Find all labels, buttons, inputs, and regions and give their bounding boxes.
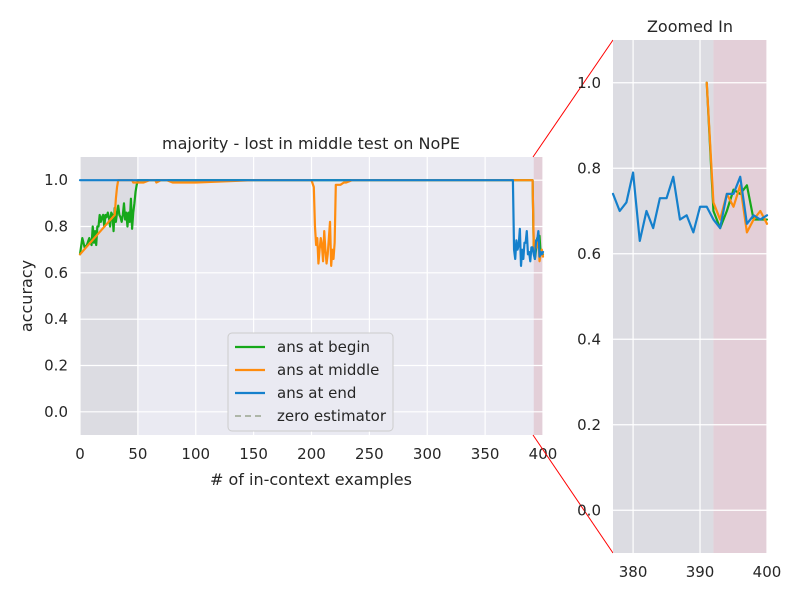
- main-y-tick-label: 0.6: [44, 264, 68, 282]
- zoom-y-tick-labels: 0.0 0.2 0.4 0.6 0.8 1.0: [577, 74, 601, 520]
- zoom-y-tick-label: 0.0: [577, 501, 601, 519]
- legend-label: zero estimator: [277, 407, 387, 425]
- main-y-tick-label: 0.0: [44, 403, 68, 421]
- zoom-y-tick-label: 0.4: [577, 330, 601, 348]
- zoom-series-line-ans-at-end: [611, 171, 769, 243]
- main-x-tick-labels: 0 50 100 150 200 250 300 350 400: [75, 445, 557, 463]
- main-x-tick-label: 0: [75, 445, 85, 463]
- zoom-series-line-ans-at-middle: [705, 81, 769, 234]
- zoom-shaded-regions: [613, 40, 767, 553]
- main-x-tick-label: 250: [355, 445, 384, 463]
- main-shaded-region-1: [533, 157, 543, 435]
- main-series-lines: [78, 179, 545, 267]
- main-shaded-region-0: [80, 157, 138, 435]
- main-x-tick-label: 200: [297, 445, 326, 463]
- legend-label: ans at end: [277, 384, 356, 402]
- zoom-connector-bottom: [532, 434, 614, 554]
- legend-label: ans at middle: [277, 361, 379, 379]
- zoom-title: Zoomed In: [647, 17, 733, 36]
- main-series-line-ans-at-end: [78, 179, 545, 267]
- zoom-series-line-ans-at-begin: [705, 81, 769, 230]
- main-x-tick-label: 100: [181, 445, 210, 463]
- zoom-gridlines: [613, 40, 768, 553]
- legend-label: ans at begin: [277, 338, 370, 356]
- legend: ans at begin ans at middle ans at end zero …: [227, 332, 394, 432]
- zoom-y-tick-label: 0.6: [577, 245, 601, 263]
- main-x-tick-label: 150: [239, 445, 268, 463]
- zoom-x-tick-label: 400: [753, 563, 782, 581]
- main-x-tick-label: 400: [529, 445, 558, 463]
- main-x-tick-label: 300: [413, 445, 442, 463]
- zoom-y-tick-label: 1.0: [577, 74, 601, 92]
- main-x-tick-label: 50: [128, 445, 147, 463]
- zoom-y-tick-label: 0.2: [577, 416, 601, 434]
- zoom-x-tick-labels: 380 390 400: [619, 563, 782, 581]
- main-y-tick-label: 0.4: [44, 310, 68, 328]
- main-shaded-regions: [80, 157, 543, 435]
- zoom-series-lines: [611, 81, 769, 243]
- zoom-y-tick-label: 0.8: [577, 159, 601, 177]
- main-title: majority - lost in middle test on NoPE: [162, 134, 460, 153]
- zoom-connector-top: [532, 39, 614, 158]
- zoom-plot: 380 390 400 0.0 0.2 0.4 0.6 0.8 1.0 Zoomed In: [577, 17, 781, 581]
- legend-box: [227, 332, 394, 432]
- main-y-tick-label: 0.8: [44, 218, 68, 236]
- zoom-x-tick-label: 380: [619, 563, 648, 581]
- main-y-axis-label: accuracy: [17, 260, 36, 332]
- zoom-shaded-region-1: [713, 40, 767, 553]
- main-x-axis-label: # of in-context examples: [210, 470, 412, 489]
- main-y-tick-label: 0.2: [44, 357, 68, 375]
- zoom-x-tick-label: 390: [686, 563, 715, 581]
- main-plot: 0 50 100 150 200 250 300 350 400 0.0 0.2 0.4 0.6 0.8…: [17, 134, 557, 489]
- zoom-shaded-region-0: [613, 40, 714, 553]
- main-y-tick-labels: 0.0 0.2 0.4 0.6 0.8 1.0: [44, 171, 68, 421]
- main-x-tick-label: 350: [471, 445, 500, 463]
- main-y-tick-label: 1.0: [44, 171, 68, 189]
